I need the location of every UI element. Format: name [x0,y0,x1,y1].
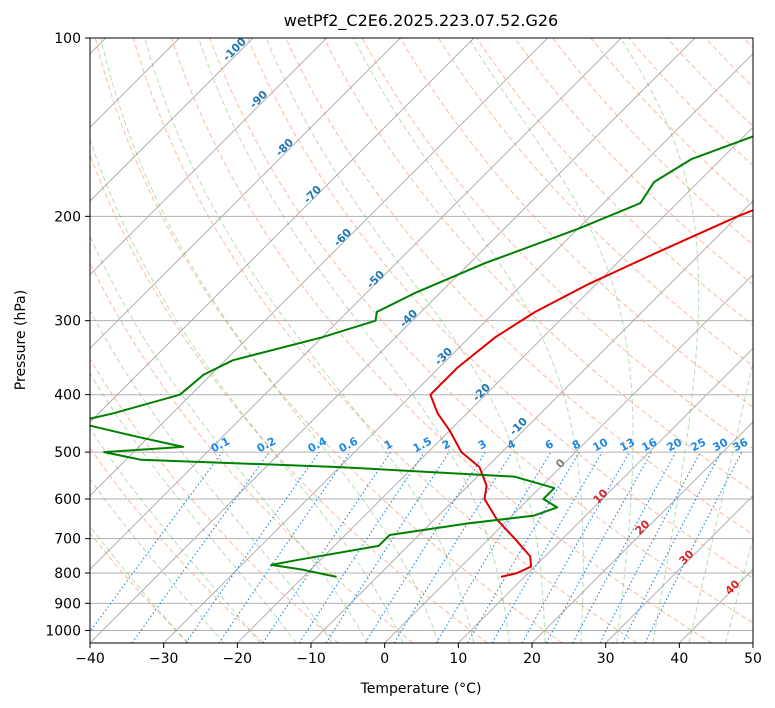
dry-adiabat-line [90,532,190,643]
mixing-ratio-line [185,451,320,643]
isotherm-line [90,38,696,643]
x-tick-label: −10 [296,651,326,667]
isotherm-line [90,38,549,497]
x-tick-label: 0 [380,651,389,667]
dry-adiabat-line [90,447,264,643]
isotherm-line [236,126,753,643]
isotherm-line [384,273,753,643]
x-tick-label: −40 [75,651,105,667]
mixing-ratio-line [325,451,450,643]
dewpoint-profile-line [90,135,753,578]
mixing-ratio-label: 10 [591,435,611,454]
x-tick-label: 20 [523,651,541,667]
isotherm-line [90,38,401,350]
mixing-ratio-label: 13 [618,436,638,455]
x-tick-label: 30 [597,651,615,667]
y-axis-label: Pressure (hPa) [13,290,29,390]
dry-adiabat-line [132,38,638,643]
isotherm-line [605,494,753,643]
dry-adiabat-line [437,38,753,367]
mixing-ratio-label: 30 [711,435,731,454]
isotherm-line [531,421,753,643]
y-tick-label: 600 [54,492,81,508]
dry-adiabat-line [323,38,753,492]
mixing-ratio-label: 20 [665,435,685,454]
temperature-profile-line [429,209,753,578]
dry-adiabat-line [285,38,753,536]
isotherm-line [90,38,475,423]
isotherm-line [90,38,254,202]
moist-adiabat-line [198,38,510,643]
profiles [90,135,753,578]
mixing-ratio-line [262,451,392,643]
mixing-ratio-label: 36 [731,435,751,454]
dry-adiabat-line [247,38,753,579]
isotherm-line [90,38,622,571]
mixing-ratio-line [218,451,351,643]
moist-adiabat-line [265,38,546,643]
isotherm-line [90,38,328,276]
plot-frame [89,37,754,644]
dry-adiabat-line [171,38,712,643]
dry-adiabat-line [399,38,753,408]
dry-adiabat-line [514,38,753,286]
moist-adiabat-line [90,478,225,643]
x-tick-label: 50 [744,651,762,667]
moist-adiabat-line [725,537,753,643]
chart-title: wetPf2_C2E6.2025.223.07.52.G26 [284,11,558,31]
background-lines [90,38,753,643]
y-tick-label: 800 [54,566,81,582]
mixing-ratio-line [545,451,653,643]
y-axis-ticks: 100 200 300 400 500 600 700 800 900 1000 [45,31,90,639]
moist-adiabat-line [144,38,475,643]
dry-adiabat-line [209,38,753,624]
dry-adiabat-line [94,38,563,643]
x-tick-label: 40 [670,651,688,667]
moist-adiabat-line [90,137,404,643]
mixing-ratio-line [521,451,630,643]
x-tick-label: 10 [449,651,467,667]
y-tick-label: 500 [54,445,81,461]
y-tick-label: 1000 [45,623,81,639]
moist-adiabat-line [353,38,584,643]
dry-adiabat-line [90,261,414,643]
mixing-ratio-line [644,451,743,643]
mixing-ratio-line [572,451,677,643]
dry-adiabat-line [361,38,753,450]
dry-adiabat-line [90,357,339,643]
y-tick-label: 200 [54,209,81,225]
moist-adiabat-line [90,309,333,643]
moist-adiabat-line [90,427,261,643]
moist-adiabat-line [620,38,700,643]
y-tick-label: 900 [54,596,81,612]
y-tick-label: 100 [54,31,81,47]
y-tick-label: 700 [54,532,81,548]
mixing-ratio-line [131,451,270,643]
x-tick-label: −30 [149,651,179,667]
x-axis-ticks: −40 −30 −20 −10 0 10 20 30 40 50 [75,643,762,667]
dry-adiabat-line [90,153,488,643]
plot-area-background [90,38,753,643]
mixing-ratio-label: 16 [640,435,660,454]
mixing-ratio-label: 25 [689,436,709,455]
mixing-ratio-line [298,451,425,643]
moist-adiabat-line [100,38,439,643]
y-tick-label: 300 [54,314,81,330]
y-tick-label: 400 [54,388,81,404]
x-tick-label: −20 [223,651,253,667]
isotherm-line [457,347,753,643]
x-axis-label: Temperature (°C) [360,681,482,697]
moist-adiabat-line [90,234,369,643]
moist-adiabat-line [688,359,753,643]
mixing-ratio-line [90,451,223,633]
isotherm-line [163,52,753,643]
